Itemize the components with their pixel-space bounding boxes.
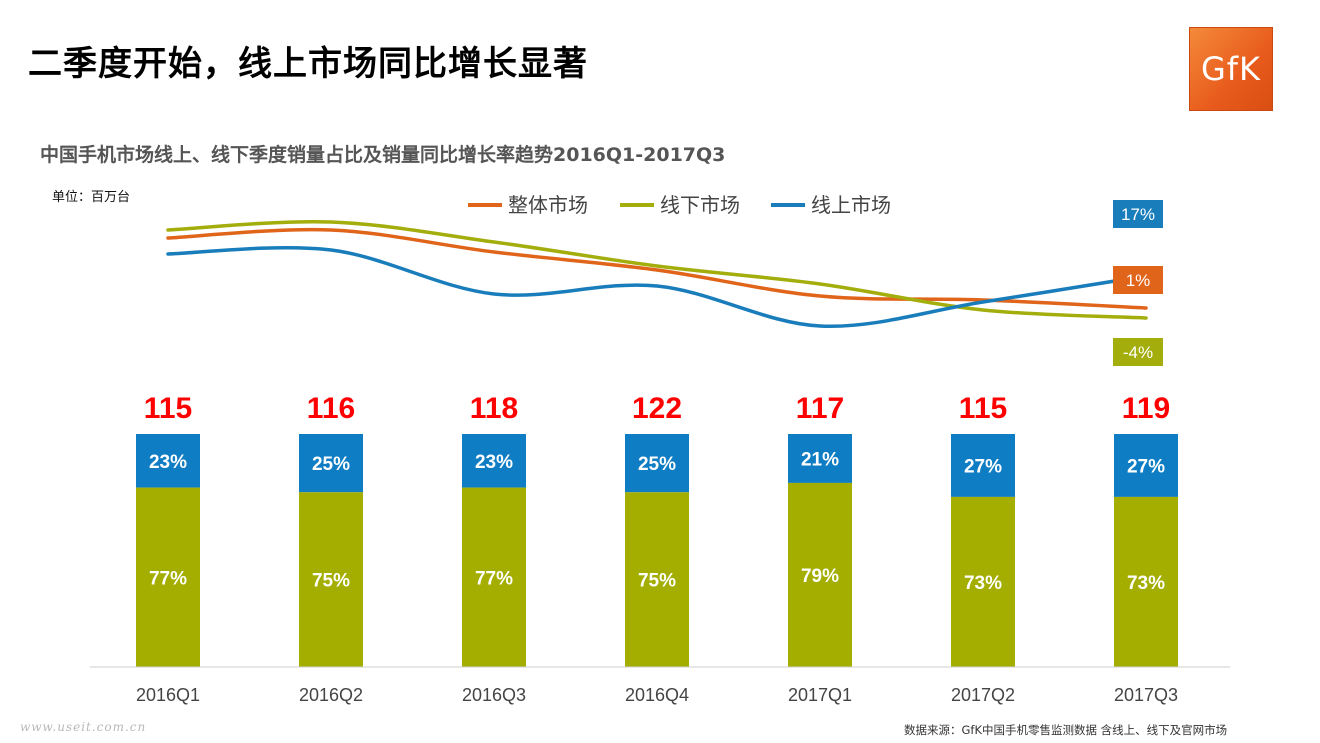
label-online-share: 25% <box>638 454 676 475</box>
label-total-volume: 118 <box>470 392 518 425</box>
label-offline-share: 79% <box>801 566 839 587</box>
legend-label-online: 线上市场 <box>811 193 891 217</box>
bar-offline-2017Q3 <box>1114 496 1178 667</box>
bar-offline-2016Q4 <box>625 492 689 667</box>
legend: 整体市场 线下市场 线上市场 <box>468 193 891 217</box>
line-offline <box>166 219 1148 320</box>
label-total-volume: 119 <box>1122 392 1170 425</box>
bar-online-2016Q4 <box>625 434 689 493</box>
line-overall <box>166 227 1148 310</box>
bar-offline-2016Q1 <box>136 487 200 667</box>
label-offline-share: 75% <box>638 571 676 592</box>
gfk-logo: GfK <box>1189 27 1273 111</box>
label-online-share: 27% <box>1127 456 1165 477</box>
source-note: 数据来源：GfK中国手机零售监测数据 含线上、线下及官网市场 <box>904 723 1228 737</box>
x-tick-label: 2017Q3 <box>1114 685 1178 705</box>
x-tick-label: 2016Q4 <box>625 685 689 705</box>
bar-online-2017Q1 <box>788 434 852 483</box>
label-offline-share: 75% <box>312 571 350 592</box>
label-total-volume: 115 <box>959 392 1007 425</box>
end-label-online: 17% <box>1121 205 1155 224</box>
label-online-share: 27% <box>964 456 1002 477</box>
label-offline-share: 73% <box>1127 573 1165 594</box>
bar-online-2016Q1 <box>136 434 200 488</box>
end-label-offline-box <box>1113 338 1163 366</box>
label-offline-share: 77% <box>149 568 187 589</box>
x-tick-label: 2017Q1 <box>788 685 852 705</box>
label-online-share: 23% <box>475 452 513 473</box>
unit-label: 单位：百万台 <box>52 190 131 205</box>
label-offline-share: 77% <box>475 568 513 589</box>
legend-label-offline: 线下市场 <box>660 193 740 217</box>
x-tick-label: 2017Q2 <box>951 685 1015 705</box>
label-total-volume: 117 <box>796 392 844 425</box>
label-total-volume: 115 <box>144 392 192 425</box>
watermark: www.useit.com.cn <box>20 720 147 734</box>
bar-online-2017Q2 <box>951 434 1015 497</box>
bar-offline-2017Q1 <box>788 482 852 667</box>
end-label-overall: 1% <box>1126 271 1151 290</box>
x-axis-ticks: 2016Q1 2016Q2 2016Q3 2016Q4 2017Q1 2017Q2 2017… <box>136 685 1178 705</box>
end-label-online-box <box>1113 200 1163 228</box>
growth-lines: 17% 1% -4% <box>166 200 1163 366</box>
bar-online-2016Q3 <box>462 434 526 488</box>
end-label-overall-box <box>1113 266 1163 294</box>
bar-offline-2017Q2 <box>951 496 1015 667</box>
x-tick-label: 2016Q3 <box>462 685 526 705</box>
bar-online-2016Q2 <box>299 434 363 493</box>
label-online-share: 25% <box>312 454 350 475</box>
legend-label-overall: 整体市场 <box>508 193 588 217</box>
end-label-offline: -4% <box>1123 343 1153 362</box>
bar-offline-2016Q2 <box>299 492 363 667</box>
label-online-share: 23% <box>149 452 187 473</box>
label-offline-share: 73% <box>964 573 1002 594</box>
x-tick-label: 2016Q2 <box>299 685 363 705</box>
gfk-logo-text: GfK <box>1200 50 1262 88</box>
page-title: 二季度开始，线上市场同比增长显著 <box>28 44 588 84</box>
label-total-volume: 116 <box>307 392 355 425</box>
chart-title: 中国手机市场线上、线下季度销量占比及销量同比增长率趋势2016Q1-2017Q3 <box>40 144 726 166</box>
line-online <box>166 245 1148 329</box>
label-total-volume: 122 <box>632 392 682 425</box>
bar-offline-2016Q3 <box>462 487 526 667</box>
stacked-bars: 23% 77% 115 25% 75% 116 23% 77% 118 25% 75% 122 21% 7… <box>136 392 1178 667</box>
label-online-share: 21% <box>801 449 839 470</box>
bar-online-2017Q3 <box>1114 434 1178 497</box>
x-tick-label: 2016Q1 <box>136 685 200 705</box>
